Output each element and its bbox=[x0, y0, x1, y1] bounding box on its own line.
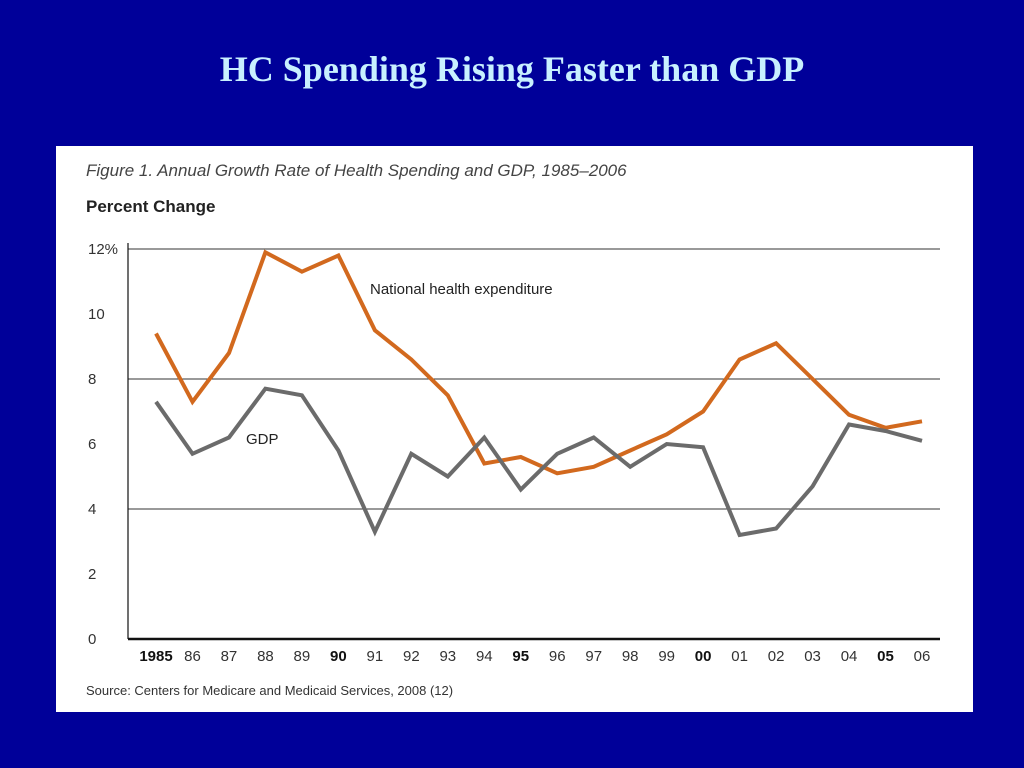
y-tick-label: 12% bbox=[88, 241, 118, 258]
y-tick-label: 6 bbox=[88, 436, 96, 453]
y-tick-label: 8 bbox=[88, 371, 96, 388]
x-tick-label: 04 bbox=[841, 648, 858, 665]
x-tick-label: 89 bbox=[294, 648, 311, 665]
source-note: Source: Centers for Medicare and Medicai… bbox=[86, 683, 453, 698]
x-tick-label: 01 bbox=[731, 648, 748, 665]
x-tick-label: 99 bbox=[658, 648, 675, 665]
nhe-series-line bbox=[154, 249, 923, 476]
x-tick-label: 90 bbox=[330, 648, 347, 665]
y-tick-labels: 0 2 4 6 8 10 12% bbox=[88, 241, 118, 648]
x-tick-label: 02 bbox=[768, 648, 785, 665]
x-tick-label: 98 bbox=[622, 648, 639, 665]
figure-caption: Figure 1. Annual Growth Rate of Health S… bbox=[86, 161, 627, 180]
x-tick-label: 92 bbox=[403, 648, 420, 665]
gdp-series-line bbox=[154, 386, 923, 538]
series-label-gdp: GDP bbox=[246, 431, 279, 448]
x-tick-label: 96 bbox=[549, 648, 566, 665]
y-tick-label: 2 bbox=[88, 566, 96, 583]
gridlines bbox=[128, 248, 940, 510]
x-tick-label: 95 bbox=[512, 648, 529, 665]
x-tick-label: 88 bbox=[257, 648, 274, 665]
x-tick-label: 05 bbox=[877, 648, 894, 665]
chart-panel: Figure 1. Annual Growth Rate of Health S… bbox=[56, 146, 973, 712]
slide-title: HC Spending Rising Faster than GDP bbox=[219, 49, 805, 89]
y-tick-label: 4 bbox=[88, 501, 96, 518]
x-tick-label: 86 bbox=[184, 648, 201, 665]
line-chart: Figure 1. Annual Growth Rate of Health S… bbox=[86, 161, 940, 698]
x-tick-labels: 1985 86 87 88 89 90 91 92 93 94 95 96 97 98 99 00 01 02 03… bbox=[139, 648, 930, 665]
x-tick-label: 94 bbox=[476, 648, 493, 665]
x-tick-label: 91 bbox=[367, 648, 384, 665]
series-lines bbox=[154, 249, 923, 538]
x-tick-label: 03 bbox=[804, 648, 821, 665]
x-tick-label: 87 bbox=[221, 648, 238, 665]
y-tick-label: 0 bbox=[88, 631, 96, 648]
x-tick-label: 1985 bbox=[139, 648, 172, 665]
y-axis-title: Percent Change bbox=[86, 197, 215, 216]
axes bbox=[127, 243, 940, 641]
y-tick-label: 10 bbox=[88, 306, 105, 323]
x-tick-label: 93 bbox=[439, 648, 456, 665]
x-tick-label: 00 bbox=[695, 648, 712, 665]
series-label-nhe: National health expenditure bbox=[370, 281, 553, 298]
x-tick-label: 06 bbox=[914, 648, 931, 665]
x-tick-label: 97 bbox=[585, 648, 602, 665]
